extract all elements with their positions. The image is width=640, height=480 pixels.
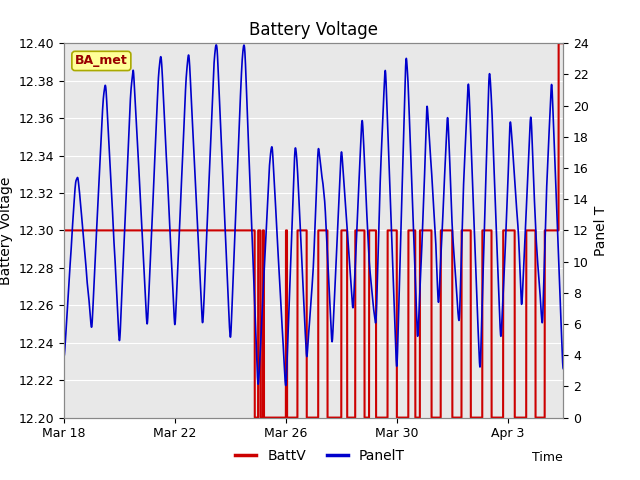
Y-axis label: Battery Voltage: Battery Voltage (0, 176, 13, 285)
Y-axis label: Panel T: Panel T (595, 205, 609, 255)
Title: Battery Voltage: Battery Voltage (249, 21, 378, 39)
Text: Time: Time (532, 451, 563, 464)
Legend: BattV, PanelT: BattV, PanelT (230, 443, 410, 468)
Text: BA_met: BA_met (75, 54, 128, 67)
